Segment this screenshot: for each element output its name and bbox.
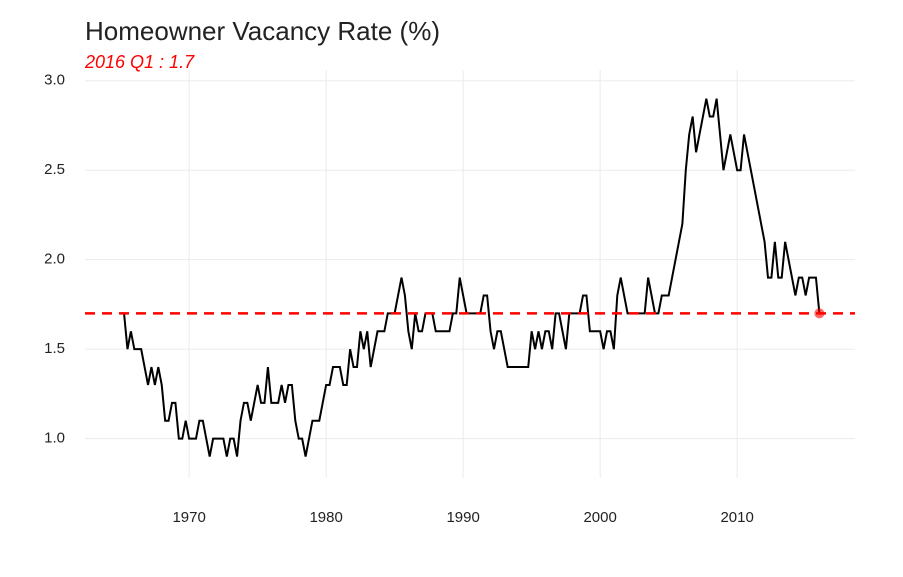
y-tick-label: 2.5 — [44, 161, 65, 178]
x-tick-label: 1970 — [172, 509, 205, 526]
latest-point — [814, 308, 825, 319]
x-tick-label: 1980 — [309, 509, 342, 526]
x-tick-label: 2000 — [583, 509, 616, 526]
x-tick-label: 1990 — [446, 509, 479, 526]
data-line — [120, 98, 821, 457]
y-tick-label: 2.0 — [44, 251, 65, 268]
y-tick-label: 3.0 — [44, 72, 65, 89]
chart-title: Homeowner Vacancy Rate (%) — [85, 16, 440, 46]
y-tick-label: 1.5 — [44, 340, 65, 357]
chart-subtitle: 2016 Q1 : 1.7 — [84, 52, 195, 72]
y-tick-label: 1.0 — [44, 430, 65, 447]
x-tick-label: 2010 — [720, 509, 753, 526]
